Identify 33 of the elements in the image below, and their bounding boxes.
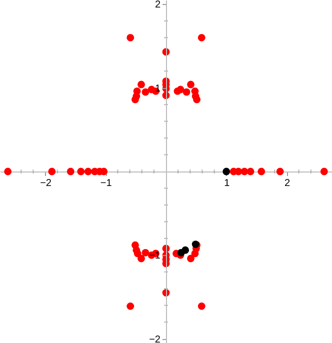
point <box>198 302 206 310</box>
y-tick-label: −2 <box>149 334 161 343</box>
x-tick-label: 2 <box>284 178 290 189</box>
point <box>276 168 284 176</box>
point <box>176 86 184 94</box>
point <box>258 168 266 176</box>
point <box>142 248 150 256</box>
point <box>132 96 139 104</box>
point <box>134 250 142 258</box>
point <box>48 168 56 176</box>
point <box>193 96 200 104</box>
point <box>182 88 190 96</box>
point <box>77 168 85 176</box>
point <box>138 80 145 88</box>
point <box>222 168 230 176</box>
point <box>4 168 12 176</box>
x-tick-label: 1 <box>224 178 230 189</box>
point <box>66 168 74 176</box>
y-tick-label: 2 <box>154 0 161 11</box>
point <box>142 88 150 96</box>
point <box>126 34 134 42</box>
point <box>234 168 242 176</box>
point <box>182 246 190 254</box>
point <box>138 254 145 262</box>
point <box>187 80 194 88</box>
x-tick-label: −1 <box>100 178 112 189</box>
point <box>198 34 206 42</box>
point <box>246 168 254 176</box>
point <box>320 168 328 176</box>
point <box>187 254 194 262</box>
point <box>126 302 134 310</box>
x-tick-label: −2 <box>40 178 52 189</box>
point <box>84 168 92 176</box>
